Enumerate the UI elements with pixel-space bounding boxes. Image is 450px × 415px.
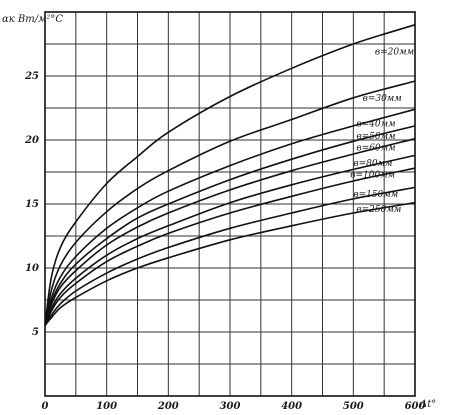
series-line: [44, 125, 416, 326]
series-label: в=250мм: [356, 205, 401, 215]
series-label: в=150мм: [353, 190, 398, 200]
series-line: [44, 167, 416, 326]
x-tick-label: 300: [220, 401, 241, 412]
y-tick-label: 10: [25, 263, 39, 274]
plot-frame: [44, 11, 416, 397]
grid: [45, 12, 415, 396]
series-line: [44, 108, 416, 326]
x-tick-label: 100: [96, 401, 117, 412]
series-label: в=20мм: [375, 48, 414, 58]
series-label: в=30мм: [363, 94, 402, 104]
series-label: в=40мм: [356, 119, 395, 129]
series-labels: в=20мм в=30мм в=40мм в=50мм в=60мм в=80мм в=10…: [350, 48, 414, 215]
series-label: в=60мм: [356, 144, 395, 154]
series-line: [44, 24, 416, 326]
series-line: [44, 201, 416, 327]
x-tick-label: 500: [343, 401, 364, 412]
y-tick-label: 20: [24, 135, 39, 146]
series-line: [44, 80, 416, 326]
x-tick-label: 600: [405, 401, 426, 412]
y-tick-label: 15: [25, 199, 39, 210]
series-label: в=100мм: [350, 171, 395, 181]
series-label: в=80мм: [353, 159, 392, 169]
curves: [44, 24, 416, 327]
x-tick-label: 0: [42, 401, 49, 412]
tick-labels: 0 100 200 300 400 500 600 5 10 15 20 25: [24, 71, 425, 412]
y-tick-label: 25: [24, 71, 39, 82]
x-tick-label: 200: [157, 401, 179, 412]
x-axis-label: Δt°: [419, 399, 436, 410]
series-line: [44, 137, 416, 326]
series-line: [44, 154, 416, 326]
series-line: [44, 186, 416, 327]
y-tick-label: 5: [32, 327, 39, 338]
x-tick-label: 400: [281, 401, 302, 412]
series-label: в=50мм: [356, 132, 395, 142]
y-axis-label: αк Вт/м²°С: [2, 14, 63, 25]
